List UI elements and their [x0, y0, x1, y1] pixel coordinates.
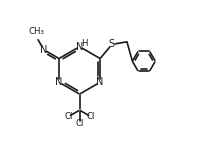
Text: N: N: [96, 77, 104, 87]
Text: N: N: [40, 45, 47, 55]
Text: CH₃: CH₃: [28, 27, 44, 35]
Text: N: N: [76, 42, 83, 52]
Text: N: N: [55, 77, 63, 87]
Text: S: S: [109, 39, 115, 49]
Text: Cl: Cl: [75, 119, 84, 128]
Text: H: H: [81, 39, 88, 48]
Text: Cl: Cl: [64, 112, 73, 121]
Text: Cl: Cl: [87, 112, 95, 121]
